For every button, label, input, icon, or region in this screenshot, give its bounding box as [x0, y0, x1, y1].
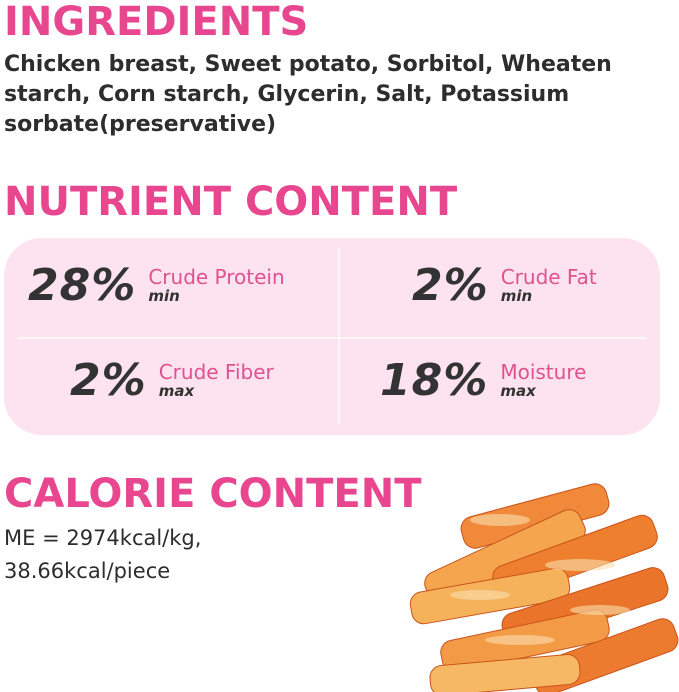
nutrient-crude-fiber: 2% Crude Fiber max — [70, 355, 274, 406]
calorie-line-1: ME = 2974kcal/kg, — [4, 526, 202, 550]
nutrient-name: Crude Protein — [148, 265, 285, 289]
chicken-sweet-potato-treats-image — [409, 483, 679, 692]
nutrient-value: 2% — [412, 260, 489, 311]
nutrient-name: Moisture — [500, 360, 587, 384]
nutrient-name: Crude Fiber — [158, 360, 274, 384]
nutrient-moisture: 18% Moisture max — [380, 355, 586, 406]
nutrient-crude-fat: 2% Crude Fat min — [412, 260, 597, 311]
nutrient-heading: NUTRIENT CONTENT — [4, 179, 458, 225]
nutrient-value: 18% — [380, 355, 489, 406]
ingredients-text: Chicken breast, Sweet potato, Sorbitol, … — [4, 52, 612, 137]
divider — [338, 248, 340, 425]
nutrient-crude-protein: 28% Crude Protein min — [28, 260, 285, 311]
nutrient-qualifier: max — [500, 382, 536, 400]
ingredients-heading: INGREDIENTS — [4, 0, 309, 45]
nutrient-value: 28% — [28, 260, 137, 311]
nutrient-qualifier: max — [158, 382, 195, 400]
nutrient-name: Crude Fat — [500, 265, 597, 289]
calorie-heading: CALORIE CONTENT — [4, 471, 422, 517]
nutrient-panel: 28% Crude Protein min 2% Crude Fat min 2% … — [4, 238, 660, 435]
nutrient-value: 2% — [70, 355, 147, 406]
nutrient-qualifier: min — [500, 287, 533, 305]
calorie-line-2: 38.66kcal/piece — [4, 559, 171, 583]
nutrient-qualifier: min — [148, 287, 180, 305]
divider — [18, 337, 646, 339]
